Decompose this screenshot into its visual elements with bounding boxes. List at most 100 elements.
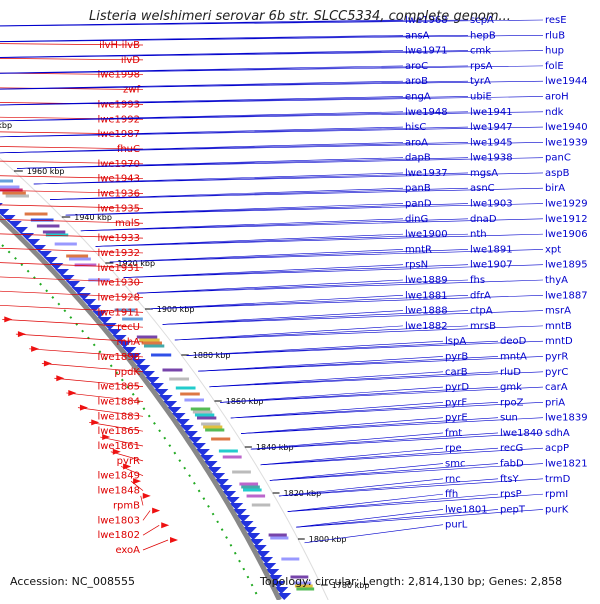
gene-label-right: aroB [405, 76, 428, 87]
leader-line-right [95, 233, 404, 247]
gene-label-right: rpsN [405, 260, 428, 271]
gene-label-right: lwe1948 [405, 107, 448, 118]
cds-arrow [163, 401, 178, 408]
cds-arrow [242, 527, 257, 534]
gene-label-right: mntD [545, 336, 573, 347]
leader-line-right [230, 402, 544, 419]
gene-arrow-left [4, 316, 13, 323]
gene-label-right: pyrC [545, 367, 568, 378]
gene-label-right: folE [545, 61, 564, 72]
leader-line-right [269, 463, 544, 481]
cds-arrow [136, 365, 151, 372]
leader-line-right [186, 340, 499, 356]
gene-label-right: rpoZ [500, 397, 524, 408]
cds-arrow [203, 461, 218, 468]
cds-arrow [112, 335, 127, 342]
gene-label-right: pyrE [445, 413, 468, 424]
leader-line-right [304, 524, 444, 544]
leader-line-left [0, 233, 144, 239]
map-title: Listeria welshimeri serovar 6b str. SLCC… [89, 9, 511, 24]
leader-line-right [240, 417, 444, 434]
cds-arrow [71, 287, 86, 294]
leader-line-right [198, 356, 444, 372]
gene-label-left: lwe1992 [97, 114, 140, 125]
leader-line-right [198, 356, 544, 372]
gene-label-right: dapB [405, 153, 431, 164]
cds-arrow [0, 203, 3, 206]
leader-line-right [0, 65, 404, 74]
gene-label-left: ppdK [114, 367, 140, 378]
leader-line-right [136, 279, 404, 294]
cds-arrow [255, 551, 270, 558]
gene-label-left: lwe1898 [97, 352, 140, 363]
gene-label-right: lwe1888 [405, 306, 448, 317]
leader-line-right [109, 249, 404, 263]
gene-arrow-left [170, 537, 179, 543]
leader-line-right [49, 187, 544, 200]
cds-arrow [274, 587, 289, 594]
gene-label-right: lwe1907 [470, 260, 513, 271]
accession-label: Accession: NC_008555 [10, 575, 136, 588]
cds-arrow [207, 467, 222, 474]
gene-label-right: ctpA [470, 306, 493, 317]
leader-line-right [250, 432, 444, 450]
gene-label-right: aspB [545, 168, 570, 179]
gene-label-right: resE [545, 15, 567, 26]
cds-arrow [43, 257, 58, 264]
gene-label-right: aroC [405, 61, 428, 72]
cds-arrow [154, 389, 169, 396]
gene-label-right: lwe1882 [405, 321, 448, 332]
leader-line-left [54, 377, 144, 387]
cds-arrow [265, 569, 280, 576]
gene-label-right: mntR [405, 244, 432, 255]
ruler-label: 1960 kbp [27, 167, 65, 176]
leader-line-right [269, 463, 444, 481]
leader-line-left [66, 392, 144, 402]
cds-arrow [239, 521, 254, 528]
ruler-label: 1880 kbp [193, 351, 231, 360]
leader-line-right [80, 218, 404, 232]
gene-label-right: purL [445, 520, 468, 531]
gene-label-right: smc [445, 459, 465, 470]
leader-line-right [278, 478, 544, 497]
cds-arrow [167, 407, 182, 414]
gene-label-right: gmk [500, 382, 522, 393]
leader-line-right [198, 356, 499, 372]
leader-line-right [123, 264, 544, 278]
cds-arrow [171, 413, 186, 420]
leader-line-right [149, 294, 404, 310]
cds-arrow [262, 563, 277, 570]
gene-label-right: ffh [445, 489, 458, 500]
cds-arrow [66, 281, 81, 288]
gene-label-right: sun [500, 413, 518, 424]
cds-arrow [199, 455, 214, 462]
gene-label-right: fhs [470, 275, 485, 286]
gene-arrow-left [68, 389, 77, 396]
gene-label-right: carA [545, 382, 568, 393]
gene-arrow-left [142, 492, 151, 499]
leader-line-right [260, 447, 544, 466]
leader-line-right [123, 264, 469, 278]
leader-line-left [0, 72, 144, 76]
cds-arrow [140, 371, 155, 378]
leader-line-right [123, 264, 404, 278]
gene-label-right: mrsB [470, 321, 496, 332]
leader-line-right [278, 478, 444, 497]
leader-line-right [220, 386, 544, 403]
ruler-label: 1780 kbp [332, 581, 370, 590]
gene-label-left: lwe1848 [97, 486, 140, 497]
leader-line-right [109, 249, 544, 263]
gene-label-left: lwe1865 [97, 426, 140, 437]
gene-label-left: ilvD [121, 55, 140, 66]
gene-label-right: lwe1929 [545, 199, 588, 210]
gene-label-right: lwe1938 [470, 153, 513, 164]
cds-arrow [82, 299, 97, 306]
gene-label-right: pyrD [445, 382, 469, 393]
leader-line-left [142, 524, 160, 536]
gene-label-right: xpt [545, 244, 561, 255]
gene-label-left: malS [115, 218, 140, 229]
cds-arrow [102, 323, 117, 330]
gene-label-left: lwe1943 [97, 174, 140, 185]
cds-arrow [87, 305, 102, 312]
